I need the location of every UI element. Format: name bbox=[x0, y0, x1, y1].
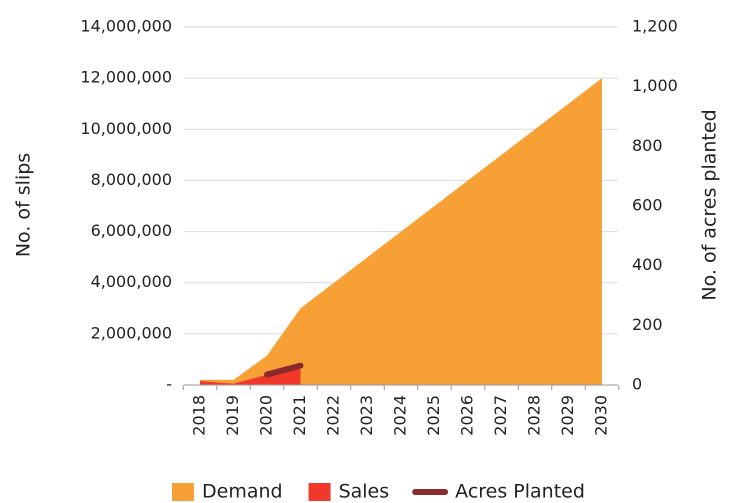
y-tick-label: 8,000,000 bbox=[91, 170, 172, 189]
x-tick-label: 2027 bbox=[491, 395, 510, 436]
y-tick-label: 6,000,000 bbox=[91, 221, 172, 240]
y2-tick-label: 1,200 bbox=[632, 17, 678, 36]
y-tick-label: 4,000,000 bbox=[91, 272, 172, 291]
y-tick-label: - bbox=[166, 375, 172, 394]
y-tick-label: 2,000,000 bbox=[91, 323, 172, 342]
y-tick-label: 14,000,000 bbox=[80, 17, 172, 36]
y2-tick-label: 1,000 bbox=[632, 76, 678, 95]
y2-tick-label: 200 bbox=[632, 315, 663, 334]
x-tick-label: 2029 bbox=[558, 395, 577, 436]
y-axis-title: No. of slips bbox=[13, 153, 35, 257]
y2-axis-title: No. of acres planted bbox=[699, 109, 721, 300]
x-tick-label: 2025 bbox=[424, 395, 443, 436]
y2-tick-label: 400 bbox=[632, 255, 663, 274]
x-tick-label: 2019 bbox=[223, 395, 242, 436]
y2-tick-label: 0 bbox=[632, 375, 642, 394]
x-tick-label: 2028 bbox=[525, 395, 544, 436]
y2-tick-label: 800 bbox=[632, 136, 663, 155]
legend-label: Demand bbox=[202, 481, 283, 503]
x-tick-label: 2018 bbox=[190, 395, 209, 436]
legend-swatch bbox=[172, 483, 194, 501]
legend-label: Acres Planted bbox=[455, 481, 585, 503]
x-tick-label: 2030 bbox=[592, 395, 611, 436]
line bbox=[264, 362, 304, 378]
y-tick-label: 10,000,000 bbox=[80, 119, 172, 138]
y-tick-label: 12,000,000 bbox=[80, 68, 172, 87]
x-tick-label: 2021 bbox=[290, 395, 309, 436]
legend-label: Sales bbox=[339, 481, 390, 503]
x-tick-label: 2023 bbox=[357, 395, 376, 436]
x-tick-label: 2026 bbox=[458, 395, 477, 436]
legend-swatch bbox=[308, 483, 331, 501]
x-tick-label: 2020 bbox=[257, 395, 276, 436]
area bbox=[200, 78, 602, 386]
x-tick-label: 2024 bbox=[391, 395, 410, 436]
area bbox=[200, 367, 301, 385]
y2-tick-label: 600 bbox=[632, 196, 663, 215]
x-tick-label: 2022 bbox=[324, 395, 343, 436]
